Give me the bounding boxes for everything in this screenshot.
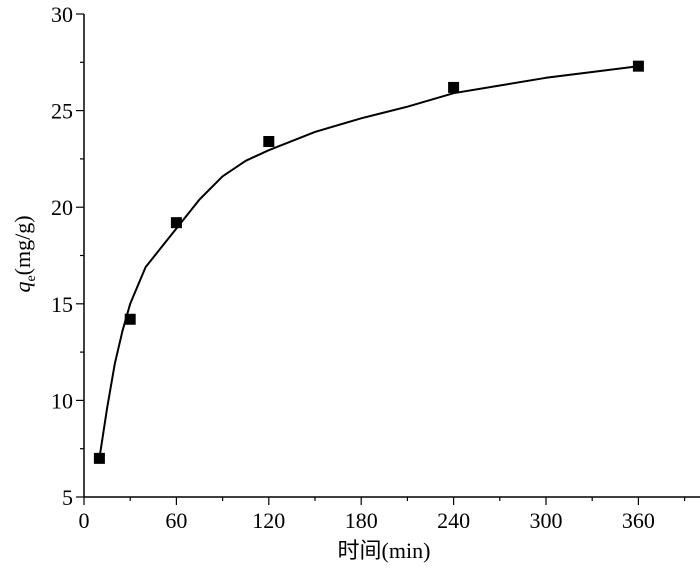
y-tick-label: 5 — [62, 485, 73, 510]
x-tick-label: 360 — [622, 508, 655, 533]
data-point — [448, 81, 460, 93]
axis-ticks: 0 60 120 180 240 300 360 5 10 15 20 25 30 — [51, 2, 686, 533]
data-point — [170, 217, 182, 229]
x-tick-label: 300 — [530, 508, 563, 533]
y-tick-label: 30 — [51, 2, 73, 27]
data-point — [632, 60, 644, 72]
x-tick-label: 60 — [165, 508, 187, 533]
axes — [83, 14, 700, 498]
data-point — [93, 452, 105, 464]
x-axis-title: 时间(min) — [338, 538, 431, 563]
fit-curve — [98, 65, 639, 459]
y-tick-label: 10 — [51, 388, 73, 413]
y-axis-symbol: q — [10, 282, 35, 293]
x-tick-label: 120 — [252, 508, 285, 533]
y-tick-label: 20 — [51, 195, 73, 220]
y-axis-unit: (mg/g) — [10, 215, 35, 275]
y-axis-subscript: e — [24, 275, 39, 281]
y-tick-label: 25 — [51, 99, 73, 124]
y-axis-title: qe(mg/g) — [10, 215, 39, 292]
x-tick-label: 240 — [437, 508, 470, 533]
data-point — [124, 313, 136, 325]
y-tick-label: 15 — [51, 292, 73, 317]
data-point — [263, 136, 275, 148]
x-tick-label: 0 — [79, 508, 90, 533]
fit-curve-group — [98, 65, 639, 459]
x-tick-label: 180 — [345, 508, 378, 533]
data-points — [93, 60, 644, 464]
